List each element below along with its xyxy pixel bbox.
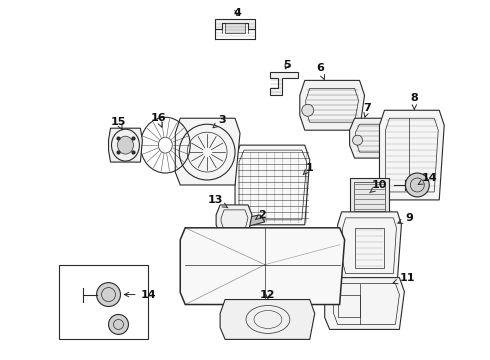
Text: 2: 2 (255, 210, 266, 220)
Polygon shape (220, 300, 315, 339)
Text: 10: 10 (370, 180, 387, 193)
Polygon shape (180, 228, 344, 305)
Ellipse shape (302, 104, 314, 116)
Polygon shape (108, 128, 143, 162)
Polygon shape (300, 80, 365, 130)
Text: 6: 6 (316, 63, 324, 80)
Ellipse shape (118, 136, 133, 154)
Polygon shape (216, 205, 252, 235)
Text: 14: 14 (124, 289, 156, 300)
Text: 7: 7 (364, 103, 371, 117)
Ellipse shape (353, 135, 363, 145)
Text: 13: 13 (207, 195, 228, 208)
Polygon shape (225, 23, 245, 32)
Polygon shape (325, 278, 404, 329)
Polygon shape (349, 178, 390, 215)
Polygon shape (349, 118, 394, 158)
Polygon shape (379, 110, 444, 200)
Text: 14: 14 (418, 173, 437, 184)
Ellipse shape (97, 283, 121, 306)
Polygon shape (175, 118, 240, 185)
Polygon shape (215, 19, 255, 28)
Polygon shape (245, 215, 265, 226)
Ellipse shape (405, 173, 429, 197)
Text: 3: 3 (213, 115, 226, 128)
Text: 4: 4 (233, 8, 241, 18)
Ellipse shape (108, 315, 128, 334)
Text: 9: 9 (398, 213, 413, 223)
Text: 1: 1 (303, 163, 314, 175)
Polygon shape (338, 212, 401, 280)
Polygon shape (235, 145, 310, 225)
Text: 12: 12 (260, 289, 276, 300)
Text: 11: 11 (393, 273, 415, 284)
Text: 16: 16 (150, 113, 166, 127)
Text: 15: 15 (111, 117, 126, 130)
Text: 5: 5 (283, 60, 291, 71)
Text: 8: 8 (411, 93, 418, 109)
Polygon shape (270, 72, 298, 95)
